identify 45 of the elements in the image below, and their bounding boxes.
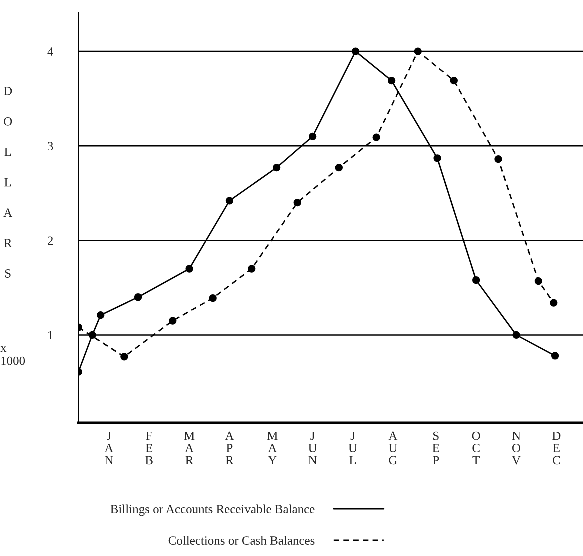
point [226, 197, 234, 205]
y-tick-label: 2 [48, 236, 54, 245]
x-tick-label: JAN [104, 432, 114, 465]
text: DOLLARS [4, 87, 13, 278]
legend-label: Billings or Accounts Receivable Balance [110, 504, 315, 516]
y-tick-label: 4 [48, 48, 54, 56]
point [120, 353, 128, 361]
point [494, 156, 502, 164]
x-tick-label: AUG [388, 432, 398, 465]
x-tick-label: OCT [472, 432, 480, 465]
point [186, 265, 194, 273]
point [273, 164, 281, 172]
point [550, 299, 558, 307]
point [294, 199, 302, 207]
point [352, 48, 360, 56]
x-tick-label: NOV [512, 432, 521, 465]
point [388, 77, 396, 85]
point [414, 48, 422, 56]
x-tick-label: APR [225, 432, 234, 465]
point [209, 294, 217, 302]
point [434, 154, 442, 162]
legend-label: Collections or Cash Balances [168, 536, 315, 545]
point [534, 277, 542, 286]
x-tick-label: MAY [267, 432, 278, 465]
x-tick-label: FEB [146, 432, 153, 465]
point [97, 312, 105, 320]
point [450, 77, 458, 85]
point [551, 352, 560, 360]
x-tick-label: JUL [348, 432, 358, 465]
y-tick-label: 1 [48, 331, 53, 340]
x-tick-label: JUN [308, 432, 318, 465]
point [372, 134, 380, 142]
point [512, 331, 520, 340]
x-tick-label: MAR [184, 432, 195, 465]
point [169, 317, 177, 325]
point [335, 164, 343, 172]
point [472, 276, 480, 284]
x-tick-label: SEP [432, 432, 440, 465]
point [134, 294, 142, 302]
point [248, 265, 256, 273]
point [309, 132, 317, 140]
text: x 1000 [0, 346, 26, 366]
y-tick-label: 3 [48, 142, 54, 151]
point [88, 331, 96, 340]
x-tick-label: DEC [552, 432, 561, 465]
